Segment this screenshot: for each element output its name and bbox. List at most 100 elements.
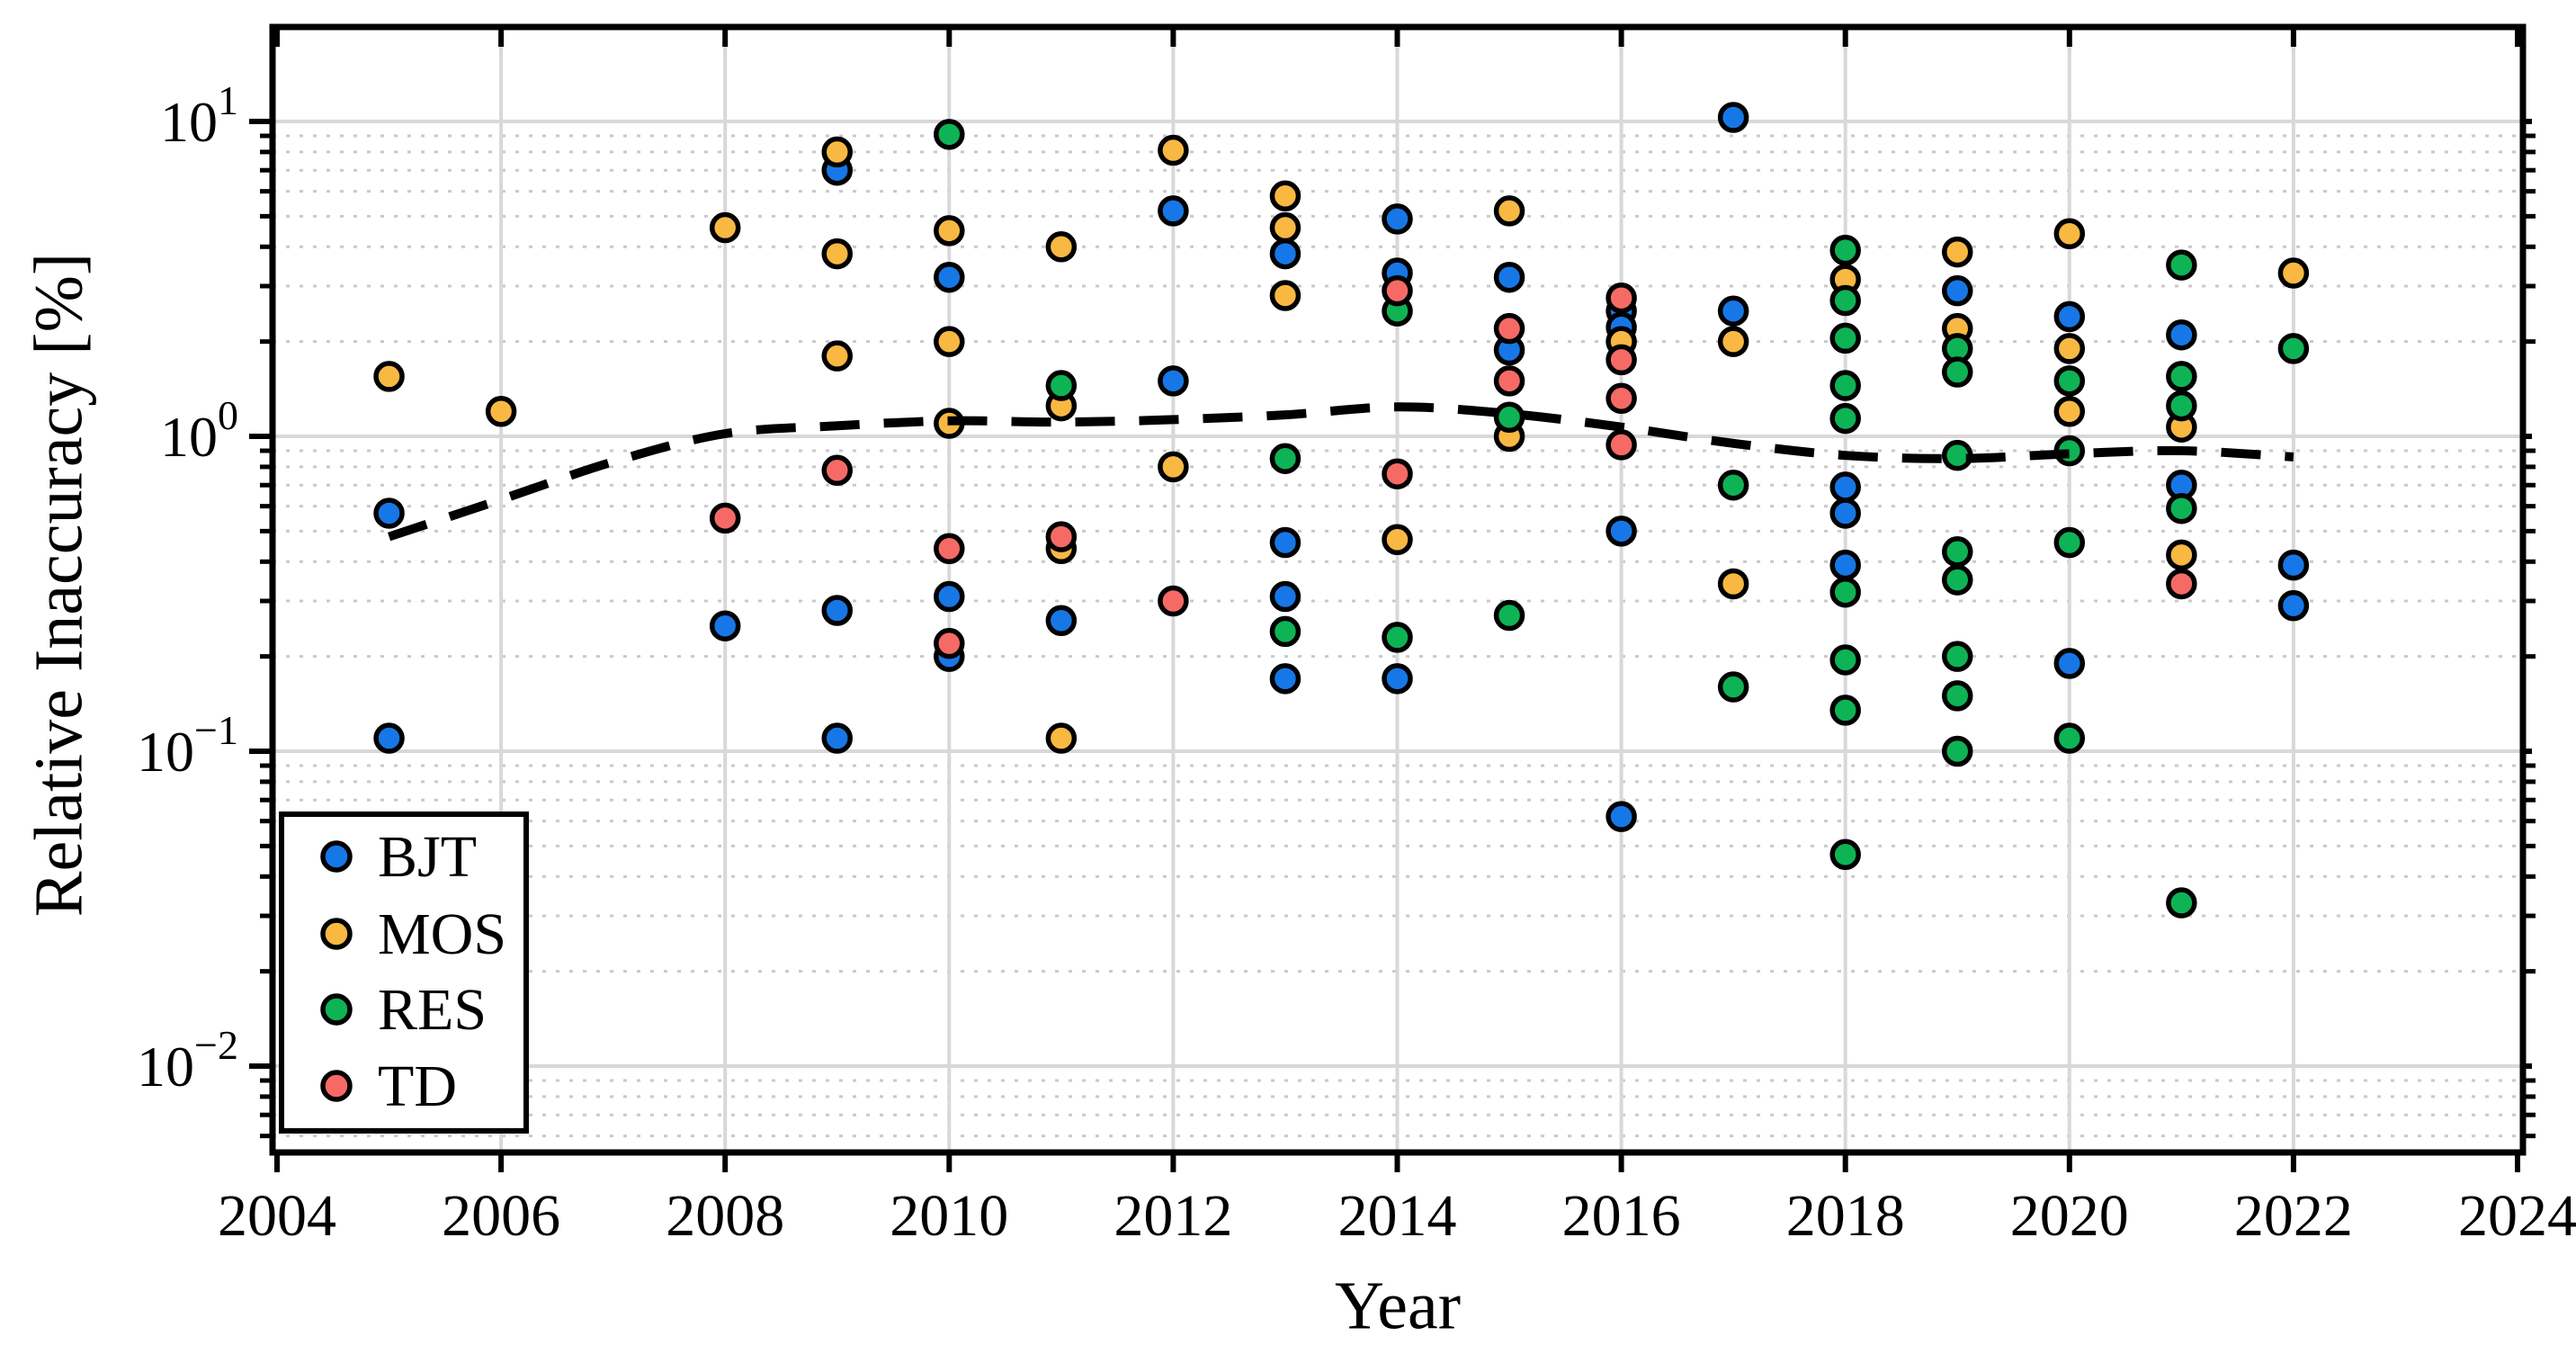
data-point-td xyxy=(1606,344,1637,376)
trend-line xyxy=(387,402,2294,542)
y-axis-title: Relative Inaccuracy [%] xyxy=(21,252,97,918)
data-point-td xyxy=(1158,585,1189,617)
data-point-bjt xyxy=(1382,203,1413,235)
data-point-bjt xyxy=(709,610,741,641)
data-point-bjt xyxy=(1493,261,1525,293)
data-point-res xyxy=(2053,365,2086,397)
data-point-td xyxy=(709,502,741,534)
data-point-mos xyxy=(2166,539,2197,571)
data-point-bjt xyxy=(821,595,853,626)
data-point-bjt xyxy=(934,261,965,293)
data-point-res xyxy=(1942,680,1973,712)
data-point-td xyxy=(1493,365,1525,397)
legend-marker-icon xyxy=(320,840,353,873)
data-point-mos xyxy=(1493,195,1525,227)
data-point-bjt xyxy=(1269,663,1301,695)
data-point-mos xyxy=(2277,257,2310,289)
y-tick-label: 10−1 xyxy=(137,707,238,784)
data-point-bjt xyxy=(1382,663,1413,695)
data-point-mos xyxy=(1942,236,1973,268)
data-point-mos xyxy=(821,136,853,168)
data-point-mos xyxy=(1045,231,1078,263)
data-point-bjt xyxy=(821,722,853,754)
data-point-res xyxy=(1829,576,1861,608)
data-point-mos xyxy=(2053,218,2086,250)
x-axis-title: Year xyxy=(1334,1268,1462,1344)
data-point-td xyxy=(1606,382,1637,415)
series-td xyxy=(709,274,2197,659)
data-point-td xyxy=(2166,568,2197,600)
data-point-bjt xyxy=(1829,471,1861,503)
data-point-res xyxy=(1045,370,1078,401)
data-point-bjt xyxy=(373,498,405,529)
y-tick-label: 100 xyxy=(160,392,238,469)
x-tick-label: 2016 xyxy=(1562,1183,1681,1249)
data-point-mos xyxy=(1382,524,1413,556)
data-point-res xyxy=(2166,492,2197,525)
data-point-bjt xyxy=(2053,300,2086,333)
data-point-mos xyxy=(1269,280,1301,311)
data-point-res xyxy=(1829,644,1861,676)
data-point-res xyxy=(2166,390,2197,422)
data-point-bjt xyxy=(2166,318,2197,351)
data-point-bjt xyxy=(2053,648,2086,679)
data-point-res xyxy=(1829,284,1861,317)
data-point-res xyxy=(1717,671,1749,703)
legend-item-label: RES xyxy=(378,977,487,1043)
data-point-bjt xyxy=(1606,516,1637,547)
data-point-res xyxy=(934,119,965,150)
x-tick-label: 2022 xyxy=(2234,1183,2353,1249)
x-tick-label: 2014 xyxy=(1338,1183,1457,1249)
data-point-res xyxy=(2166,249,2197,281)
data-point-td xyxy=(821,454,853,487)
legend: BJT MOS RES TD xyxy=(279,812,529,1134)
data-point-td xyxy=(934,627,965,659)
data-point-td xyxy=(1382,274,1413,307)
data-point-res xyxy=(2166,887,2197,919)
data-point-bjt xyxy=(1829,498,1861,529)
data-point-bjt xyxy=(1606,801,1637,832)
data-point-res xyxy=(1829,322,1861,354)
x-tick-label: 2006 xyxy=(442,1183,560,1249)
data-point-bjt xyxy=(1269,526,1301,559)
y-tick-label: 10−2 xyxy=(137,1022,238,1098)
data-point-res xyxy=(1269,443,1301,474)
legend-marker-icon xyxy=(320,1070,353,1102)
legend-marker-icon xyxy=(320,918,353,950)
data-point-mos xyxy=(485,396,517,427)
legend-item-label: TD xyxy=(378,1054,457,1119)
legend-item-label: MOS xyxy=(378,901,506,967)
data-point-mos xyxy=(1045,722,1078,754)
data-point-bjt xyxy=(1717,295,1749,327)
data-point-bjt xyxy=(1045,605,1078,637)
data-point-res xyxy=(2053,722,2086,754)
data-point-mos xyxy=(1717,326,1749,357)
data-point-mos xyxy=(934,215,965,247)
x-tick-label: 2010 xyxy=(890,1183,1008,1249)
data-point-res xyxy=(1942,536,1973,568)
data-point-res xyxy=(1942,564,1973,596)
data-point-mos xyxy=(1269,180,1301,212)
data-point-res xyxy=(1493,599,1525,632)
data-point-td xyxy=(1606,429,1637,461)
data-point-bjt xyxy=(1829,549,1861,581)
data-point-td xyxy=(934,533,965,565)
data-point-res xyxy=(1829,838,1861,871)
data-point-mos xyxy=(709,211,741,244)
data-point-bjt xyxy=(373,722,405,754)
data-point-res xyxy=(1942,356,1973,388)
legend-marker-icon xyxy=(320,993,353,1026)
data-point-bjt xyxy=(1717,102,1749,133)
data-point-td xyxy=(1045,521,1078,552)
data-point-res xyxy=(1829,370,1861,401)
data-point-td xyxy=(1382,458,1413,489)
data-point-res xyxy=(1717,469,1749,501)
data-point-bjt xyxy=(1158,195,1189,227)
data-point-res xyxy=(1829,234,1861,266)
legend-box xyxy=(279,812,529,1134)
x-tick-label: 2004 xyxy=(218,1183,336,1249)
data-point-td xyxy=(1493,312,1525,345)
data-point-mos xyxy=(1269,211,1301,244)
